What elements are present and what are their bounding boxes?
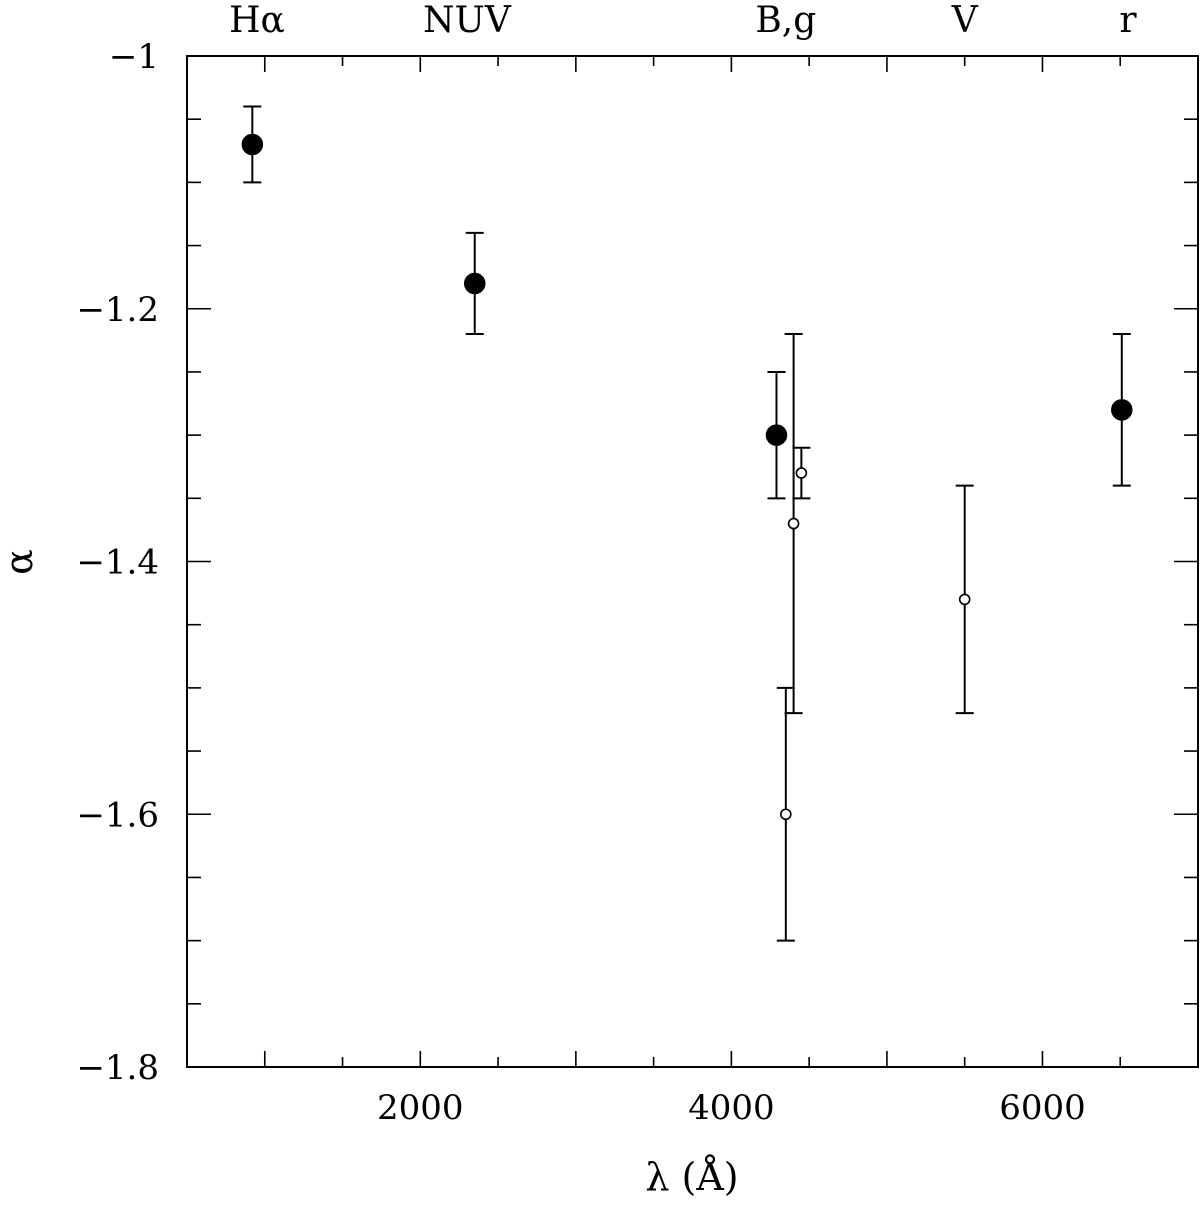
- x-tick-label: 6000: [999, 1088, 1086, 1128]
- y-tick-label: −1.2: [76, 290, 159, 330]
- band-label: Hα: [229, 0, 285, 41]
- filled-data-point: [1111, 399, 1133, 421]
- y-tick-labels: −1 −1.2 −1.4 −1.6 −1.8: [76, 37, 159, 1088]
- y-axis-title: α: [0, 549, 41, 575]
- band-label: V: [951, 0, 979, 41]
- y-tick-label: −1.8: [76, 1048, 159, 1088]
- axis-ticks: [186, 55, 1199, 1068]
- x-tick-label: 2000: [377, 1088, 464, 1128]
- open-data-point: [958, 593, 971, 606]
- open-data-point: [780, 808, 792, 821]
- x-tick-labels: 2000 4000 6000: [377, 1088, 1086, 1128]
- band-label: B,g: [755, 0, 816, 41]
- x-axis-title: λ (Å): [645, 1155, 738, 1199]
- open-data-point: [787, 517, 800, 530]
- band-label: NUV: [423, 0, 512, 41]
- band-label: r: [1119, 0, 1137, 41]
- open-data-point: [795, 467, 808, 479]
- filled-data-point: [241, 133, 264, 156]
- filled-data-point: [463, 272, 486, 295]
- plot-frame: [186, 55, 1199, 1068]
- data-points: [241, 105, 1133, 942]
- filled-data-point: [765, 424, 788, 446]
- y-tick-label: −1.4: [76, 543, 159, 583]
- x-tick-label: 4000: [688, 1088, 775, 1128]
- y-tick-label: −1: [109, 37, 159, 77]
- y-tick-label: −1.6: [76, 795, 159, 835]
